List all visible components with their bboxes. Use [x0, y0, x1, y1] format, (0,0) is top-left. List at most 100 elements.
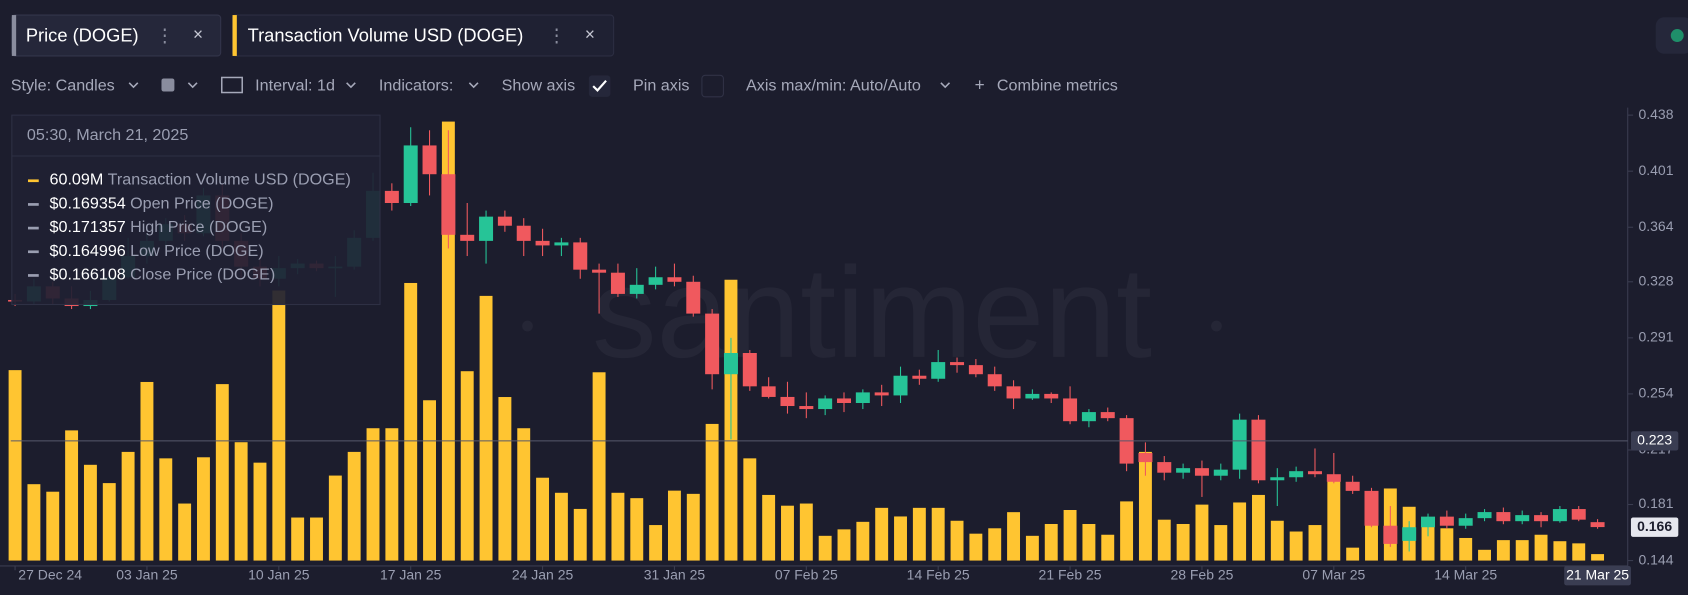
tooltip-label: Low Price (DOGE) [130, 242, 264, 260]
candle-body [479, 216, 494, 241]
volume-bar [1496, 540, 1510, 561]
candle-body [1100, 412, 1115, 419]
y-tick-label: 0.181 [1638, 495, 1673, 511]
tooltip: 05:30, March 21, 2025 60.09M Transaction V… [11, 114, 381, 306]
candle-body [384, 190, 399, 204]
candle-body [1364, 490, 1379, 526]
volume-bar [385, 428, 399, 561]
tab-menu[interactable]: ⋮ [156, 24, 174, 45]
volume-bar [366, 428, 380, 561]
candle-body [1157, 462, 1172, 473]
color-picker[interactable] [161, 78, 175, 92]
tab-label[interactable]: Transaction Volume USD (DOGE) [248, 24, 524, 45]
crosshair-x-box [1564, 565, 1631, 586]
y-tick-label: 0.438 [1638, 106, 1673, 122]
volume-bar [27, 484, 41, 561]
volume-bar [291, 517, 305, 561]
x-tick-label: 07 Mar 25 [1302, 566, 1365, 582]
volume-bar [404, 282, 418, 561]
indicators-select[interactable]: Indicators: [379, 76, 453, 94]
y-tick-label: 0.291 [1638, 329, 1673, 345]
volume-bar [8, 370, 22, 561]
y-tick-label: 0.401 [1638, 162, 1673, 178]
candle-body [535, 240, 550, 246]
watermark-dot [1211, 320, 1222, 332]
candle-body [931, 362, 946, 379]
volume-bar [818, 535, 832, 561]
candle-body [950, 362, 965, 366]
pin-axis-checkbox[interactable] [701, 74, 724, 98]
show-axis-label[interactable]: Show axis [502, 76, 576, 94]
volume-bar [234, 442, 248, 561]
candle-body [1213, 469, 1228, 476]
style-select[interactable]: Style: Candles [11, 76, 115, 94]
volume-bar [83, 464, 97, 561]
interval-select[interactable]: Interval: 1d [255, 76, 335, 94]
tab-accent [232, 15, 237, 56]
tab-menu[interactable]: ⋮ [547, 24, 565, 45]
volume-bar [159, 458, 173, 561]
volume-bar [1044, 523, 1058, 561]
candle-body [1515, 515, 1530, 522]
candle-body [573, 242, 588, 270]
candle-body [1590, 522, 1605, 528]
volume-bar [140, 381, 154, 561]
crosshair-x-label: 21 Mar 25 [1566, 566, 1629, 582]
volume-bar [1534, 534, 1548, 561]
plus-icon: + [975, 75, 985, 95]
candle-body [837, 398, 851, 403]
y-tick-label: 0.144 [1638, 551, 1673, 567]
volume-bar [197, 457, 210, 561]
candle-body [1421, 516, 1436, 528]
volume-bar [46, 491, 60, 561]
last-price-label: 0.166 [1637, 518, 1672, 534]
pin-axis-label[interactable]: Pin axis [633, 76, 689, 94]
tab-label[interactable]: Price (DOGE) [26, 24, 139, 45]
volume-bar [1346, 547, 1360, 561]
candle-body [818, 398, 833, 410]
tab-close[interactable]: × [585, 24, 595, 44]
candle-body [1496, 512, 1511, 522]
candle-body [1232, 419, 1247, 470]
candle-body [761, 386, 776, 397]
candle-body [742, 352, 757, 387]
candle-body [1251, 419, 1266, 481]
volume-bar [272, 290, 286, 561]
candle-body [968, 365, 983, 375]
volume-bar [1233, 502, 1247, 561]
candle-body [1194, 468, 1209, 476]
candle-body [1025, 393, 1040, 399]
candle-body [1458, 518, 1473, 526]
tooltip-item: $0.164996 Low Price (DOGE) [50, 242, 264, 260]
overlay: 0.1440.1810.2170.2540.2910.3280.3640.401… [0, 106, 1679, 586]
candle-body [723, 352, 738, 375]
candle-body [648, 277, 663, 285]
candle-body [912, 375, 927, 379]
volume-bar [762, 494, 776, 561]
tooltip-value: $0.164996 [50, 242, 126, 260]
candle-body [1006, 386, 1021, 399]
chevron [128, 82, 139, 89]
tooltip-label: Open Price (DOGE) [130, 195, 273, 213]
volume-bar [1327, 476, 1341, 561]
volume-bar [1289, 531, 1303, 561]
combine-metrics[interactable]: Combine metrics [997, 76, 1118, 94]
tooltip-label: Transaction Volume USD (DOGE) [108, 171, 351, 189]
x-tick-label: 27 Dec 24 [18, 566, 82, 582]
volume-bar [498, 397, 512, 561]
volume-bar [1572, 543, 1586, 561]
tabs: Price (DOGE) ⋮ × Transaction Volume USD … [11, 14, 1688, 57]
volume-bar [667, 490, 681, 561]
interval-icon [221, 76, 243, 94]
volume-bar [1176, 523, 1190, 561]
volume-bar [310, 517, 323, 561]
show-axis-checkbox[interactable] [588, 75, 611, 97]
axis-minmax-select[interactable]: Axis max/min: Auto/Auto [746, 76, 921, 94]
tab-close[interactable]: × [193, 24, 203, 44]
volume-bar [1421, 517, 1435, 561]
candle-body [1326, 474, 1341, 482]
volume-bar [894, 516, 907, 561]
x-tick-label: 14 Feb 25 [907, 566, 970, 582]
tooltip-item: $0.171357 High Price (DOGE) [50, 218, 268, 236]
